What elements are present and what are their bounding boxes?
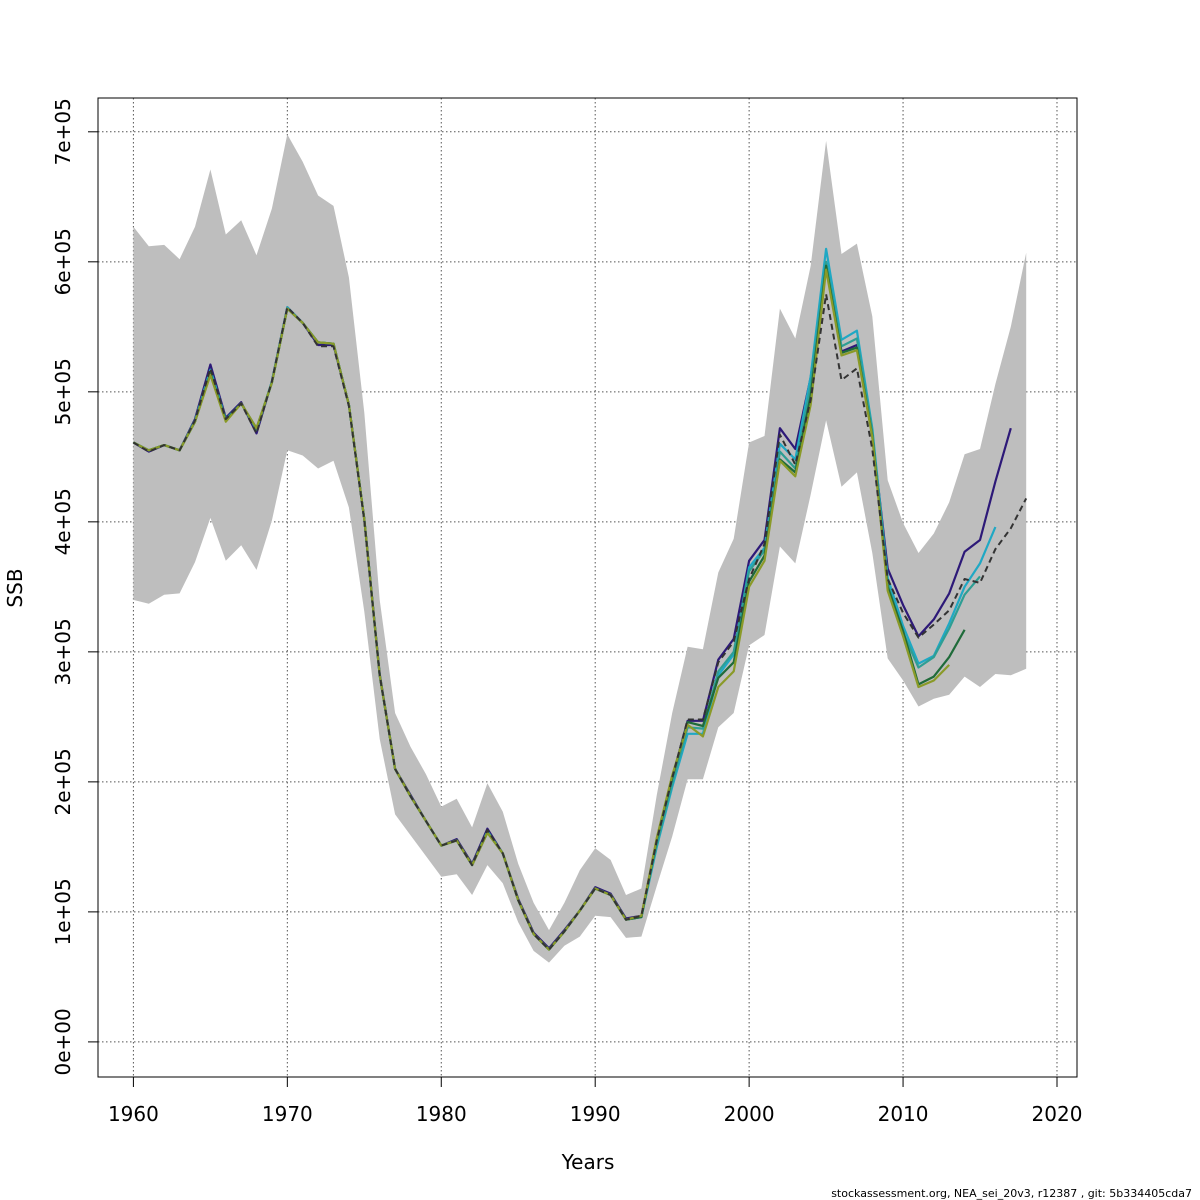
x-tick-label: 1990	[570, 1102, 621, 1126]
y-tick-label: 0e+00	[51, 1008, 75, 1075]
x-axis: 1960 1970 1980 1990 2000 2010 2020	[108, 1076, 1083, 1126]
y-tick-label: 2e+05	[51, 748, 75, 815]
x-tick-label: 1960	[108, 1102, 159, 1126]
y-tick-label: 3e+05	[51, 618, 75, 685]
series-line-6	[132, 293, 1028, 951]
x-tick-label: 2010	[878, 1102, 929, 1126]
x-tick-label: 2000	[724, 1102, 775, 1126]
y-tick-label: 7e+05	[51, 98, 75, 165]
y-axis: 0e+00 1e+05 2e+05 3e+05 4e+05 5e+05 6e+05 7e+05	[51, 98, 99, 1076]
x-tick-label: 1980	[416, 1102, 467, 1126]
x-axis-title: Years	[561, 1150, 615, 1174]
y-axis-title: SSB	[3, 568, 27, 607]
y-tick-label: 6e+05	[51, 228, 75, 295]
y-tick-label: 1e+05	[51, 878, 75, 945]
x-tick-label: 1970	[262, 1102, 313, 1126]
y-tick-label: 4e+05	[51, 488, 75, 555]
series-lines-layer	[132, 247, 1028, 951]
x-tick-label: 2020	[1032, 1102, 1083, 1126]
footer-note: stockassessment.org, NEA_sei_20v3, r1238…	[831, 1187, 1192, 1200]
y-tick-label: 5e+05	[51, 358, 75, 425]
confidence-band-layer	[133, 134, 1027, 963]
confidence-band	[133, 134, 1027, 963]
